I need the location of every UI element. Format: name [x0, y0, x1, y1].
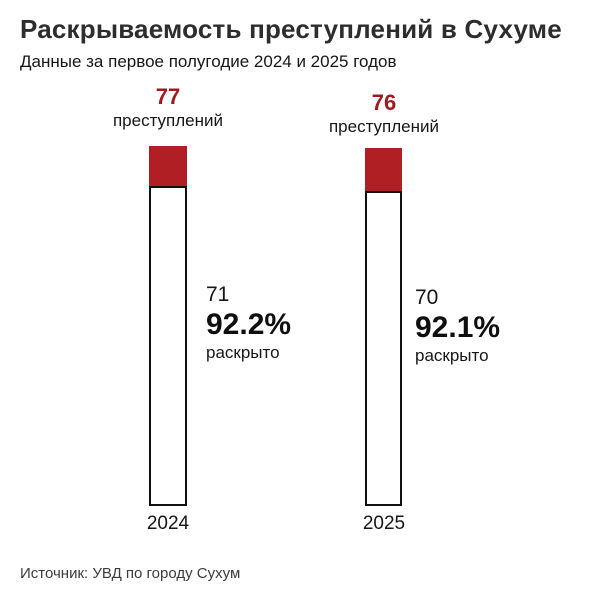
total-count-2025: 76 — [371, 90, 397, 115]
solved-labels-2024: 71 92.2% раскрыто — [206, 282, 291, 364]
solved-count-2024: 71 — [206, 283, 230, 306]
solved-caption-2025: раскрыто — [415, 346, 489, 365]
axis-label-2024: 2024 — [146, 513, 190, 534]
total-unit-2025: преступлений — [328, 117, 440, 136]
bar-outline-2025 — [365, 191, 402, 506]
page-title: Раскрываемость преступлений в Сухуме — [20, 14, 562, 44]
unsolved-segment-2025 — [365, 148, 402, 191]
bar-outline-2024 — [149, 186, 187, 506]
unsolved-segment-2024 — [149, 146, 187, 186]
solved-labels-2025: 70 92.1% раскрыто — [415, 285, 500, 367]
total-count-2024: 77 — [155, 84, 181, 109]
solved-percent-2025: 92.1% — [415, 311, 501, 344]
total-unit-2024: преступлений — [112, 111, 224, 130]
source-line: Источник: УВД по городу Сухум — [20, 565, 241, 582]
solved-percent-2024: 92.2% — [206, 308, 292, 341]
solved-caption-2024: раскрыто — [206, 343, 280, 362]
page-subtitle: Данные за первое полугодие 2024 и 2025 г… — [20, 52, 397, 71]
axis-label-2025: 2025 — [362, 513, 406, 534]
solved-count-2025: 70 — [415, 286, 439, 309]
